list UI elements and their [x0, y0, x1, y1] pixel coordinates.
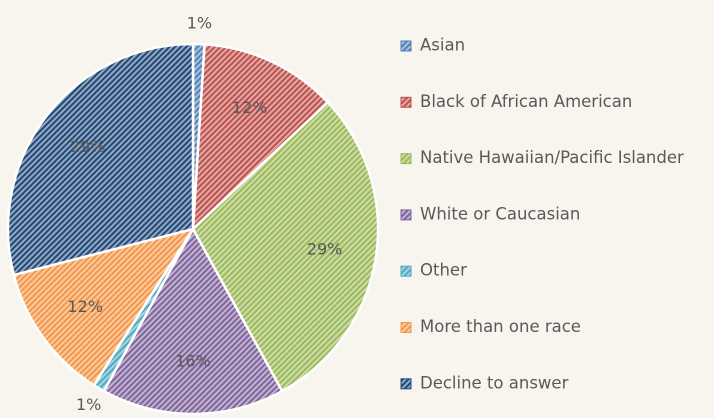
pie-slice	[12, 227, 196, 387]
legend-label: Other	[420, 261, 467, 280]
legend-label: Black of African American	[420, 92, 632, 111]
legend-swatch	[400, 322, 412, 333]
data-label: 16%	[175, 352, 211, 371]
legend-label: Decline to answer	[420, 373, 569, 392]
legend-label: White or Caucasian	[420, 204, 580, 223]
legend-label: Asian	[420, 36, 465, 55]
data-label: 29%	[307, 239, 343, 258]
legend-label: More than one race	[420, 317, 581, 336]
legend-swatch	[400, 153, 412, 165]
legend-swatch	[400, 378, 412, 390]
pie-slice	[6, 42, 195, 277]
legend-swatch	[400, 265, 412, 277]
legend-label: Native Hawaiian/Pacific Islander	[420, 148, 684, 167]
legend-swatch	[400, 40, 412, 52]
data-label: 12%	[67, 297, 103, 316]
legend-swatch	[400, 96, 412, 108]
pie-slice	[191, 43, 330, 233]
data-label: 12%	[232, 98, 268, 117]
legend-swatch	[400, 209, 412, 221]
data-label: 1%	[76, 395, 101, 414]
pie-slice	[102, 226, 284, 416]
data-label: 29%	[70, 137, 106, 156]
data-label: 1%	[187, 14, 212, 33]
pie-slice	[191, 100, 380, 393]
